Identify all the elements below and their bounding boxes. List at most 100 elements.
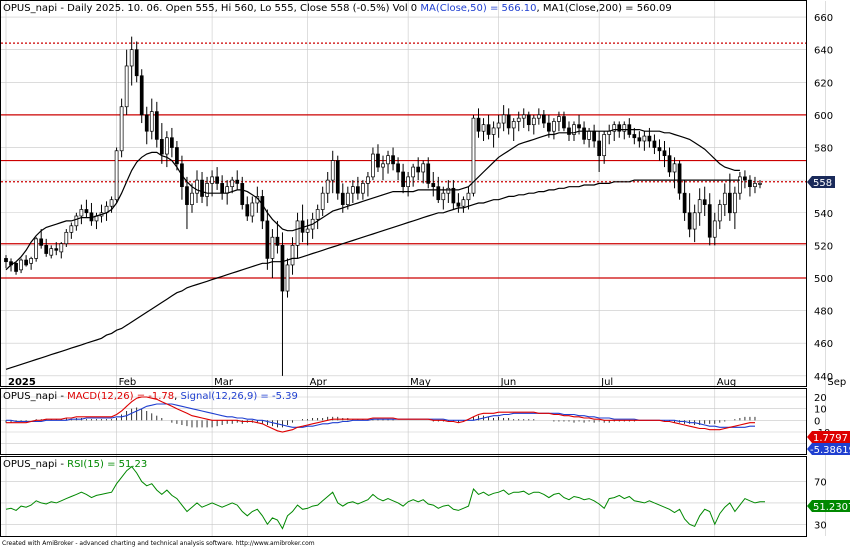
candle-body [637, 137, 642, 142]
candle [597, 131, 602, 172]
candle [748, 175, 752, 197]
candle-body [702, 199, 707, 205]
candle-body [285, 264, 290, 292]
candle-body [225, 186, 230, 194]
candle [496, 114, 501, 138]
candle-body [79, 209, 84, 217]
rsi-label: RSI(15) = 51.23 [67, 459, 147, 470]
candle-body [260, 196, 265, 222]
price-tick-label: 620 [814, 78, 833, 89]
candle [717, 199, 722, 230]
candle-body [320, 192, 325, 210]
macd-label: MACD(12,26) = -1.78 [67, 391, 174, 402]
candle-body [738, 176, 742, 194]
candle [667, 147, 672, 177]
candle [541, 110, 546, 128]
candle-body [647, 135, 652, 142]
candle [697, 188, 702, 226]
candle-body [481, 124, 486, 132]
candle [386, 150, 390, 174]
candle-body [552, 121, 556, 132]
candle-body [748, 179, 752, 188]
candle [531, 114, 536, 135]
candle [275, 220, 280, 254]
candle-body [617, 124, 622, 132]
price-tick-label: 640 [814, 46, 833, 57]
candle-body [14, 262, 18, 272]
candle-body [682, 192, 687, 214]
price-tick-label: 660 [814, 13, 833, 24]
candle-body [220, 183, 225, 194]
candle-body [562, 116, 566, 129]
candle-body [325, 179, 330, 194]
candle-body [114, 150, 119, 201]
candle-body [692, 212, 697, 230]
candle-body [381, 163, 385, 168]
candle [582, 121, 586, 145]
candle [396, 157, 400, 181]
candle-body [386, 155, 390, 165]
candle [19, 258, 23, 274]
candle [712, 212, 717, 246]
candle [421, 160, 426, 184]
candle-body [335, 160, 340, 194]
candle [185, 176, 189, 230]
candle [707, 193, 712, 246]
candle-body [345, 192, 350, 205]
candle-body [350, 186, 355, 194]
candle-body [567, 127, 571, 135]
rsi-pane [0, 456, 807, 537]
candle [59, 242, 64, 259]
candle-body [466, 192, 471, 201]
candle [557, 111, 561, 132]
candle [526, 111, 531, 132]
footer-credit: Created with AmiBroker - advanced charti… [2, 540, 315, 547]
candle [195, 170, 199, 203]
candle [320, 186, 325, 217]
candle [114, 147, 119, 203]
candle [170, 127, 174, 158]
macd-line [6, 396, 755, 433]
signal-line [6, 403, 755, 428]
candle-body [436, 186, 441, 201]
candle [54, 242, 59, 256]
candle-body [265, 220, 270, 259]
candle-body [526, 114, 531, 126]
candle [210, 170, 214, 197]
candle-body [210, 176, 214, 184]
candle [521, 108, 526, 128]
candle-body [154, 111, 159, 140]
candle [501, 105, 506, 132]
candle [245, 196, 250, 221]
signal-value-badge: -5.38619 [807, 443, 850, 456]
candle-body [49, 248, 54, 256]
macd-tick-label: 20 [814, 393, 827, 404]
candle-body [270, 236, 275, 259]
candle-body [124, 65, 129, 108]
candle-body [577, 124, 581, 129]
candle [69, 222, 74, 239]
candle [215, 167, 219, 190]
candle-body [44, 245, 49, 254]
candle-body [290, 245, 295, 266]
month-label: 2025 [8, 377, 36, 388]
candle-body [506, 114, 511, 129]
candle [330, 150, 335, 194]
candle-body [602, 134, 607, 157]
candle-body [240, 183, 245, 205]
candle [190, 183, 194, 213]
candle-body [416, 166, 421, 173]
candle [24, 255, 28, 267]
candle-body [205, 183, 209, 197]
price-tick-label: 540 [814, 209, 833, 220]
candle [652, 134, 657, 155]
candle-body [456, 202, 461, 207]
candle-body [541, 114, 546, 124]
candle [14, 261, 18, 275]
candle-body [501, 114, 506, 124]
candle-body [376, 153, 380, 168]
candle-body [185, 186, 189, 205]
candle-body [461, 199, 466, 207]
candle-body [64, 231, 69, 245]
candle [265, 209, 270, 270]
